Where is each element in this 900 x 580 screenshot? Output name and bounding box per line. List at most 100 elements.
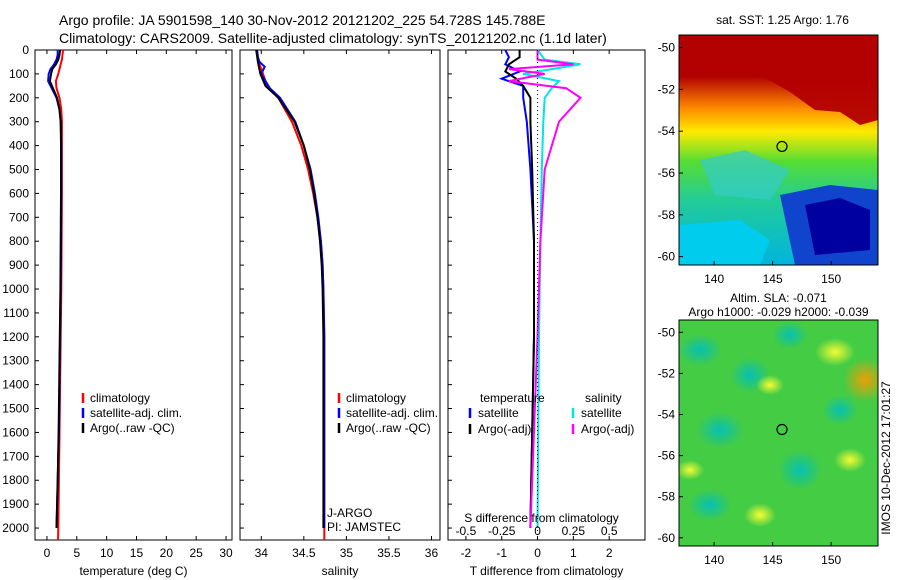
salinity-xtick-label: 34 xyxy=(255,546,269,560)
salinity-xlabel: salinity xyxy=(322,564,359,578)
salinity-series-line xyxy=(256,49,326,540)
salinity-xtick-label: 35 xyxy=(340,546,354,560)
sla_map-ytick-label: -54 xyxy=(658,408,676,422)
salinity-annotation: J-ARGO xyxy=(327,506,372,520)
differences-legend-title: salinity xyxy=(585,391,622,405)
sla_map-ytick-label: -60 xyxy=(658,531,676,545)
temperature-xtick-label: 5 xyxy=(73,546,80,560)
sla_map-ytick-label: -56 xyxy=(658,449,676,463)
sst_map-xtick-label: 145 xyxy=(763,272,783,286)
salinity-legend-label: Argo(..raw -QC) xyxy=(346,421,431,435)
temperature-ytick-label: 1800 xyxy=(2,473,29,487)
sla_map-xtick-label: 145 xyxy=(763,553,783,567)
differences-x2tick-label: 0 xyxy=(534,524,541,538)
temperature-ytick-label: 600 xyxy=(9,186,29,200)
temperature-ytick-label: 1500 xyxy=(2,402,29,416)
differences-xlabel-top: S difference from climatology xyxy=(464,511,619,525)
sla-map-field xyxy=(679,320,878,546)
temperature-ytick-label: 1200 xyxy=(2,330,29,344)
sla-map-title: Altim. SLA: -0.071 xyxy=(730,291,827,305)
differences-legend-label: satellite xyxy=(581,406,622,420)
sst-map-field xyxy=(679,35,878,265)
differences-xtick-label: 2 xyxy=(606,546,613,560)
differences-x2tick-label: -0.25 xyxy=(488,524,516,538)
sla_map-xtick-label: 150 xyxy=(821,553,841,567)
differences-xtick-label: 0 xyxy=(534,546,541,560)
differences-x2tick-label: 0.5 xyxy=(601,524,618,538)
sst-map-title: sat. SST: 1.25 Argo: 1.76 xyxy=(716,13,849,27)
temperature-ytick-label: 700 xyxy=(9,210,29,224)
sst_map-xtick-label: 140 xyxy=(704,272,724,286)
sla_map-frame xyxy=(678,319,879,547)
temperature-ytick-label: 0 xyxy=(22,43,29,57)
sla_map-argo-marker xyxy=(776,423,788,436)
temperature-ytick-label: 200 xyxy=(9,91,29,105)
differences-xtick-label: -1 xyxy=(496,546,507,560)
differences-legend-label: Argo(-adj) xyxy=(478,422,531,436)
sst_map-ytick-label: -52 xyxy=(658,82,676,96)
salinity-xtick-label: 34.5 xyxy=(292,546,316,560)
salinity-annotation: PI: JAMSTEC xyxy=(327,520,401,534)
salinity-legend-label: satellite-adj. clim. xyxy=(346,406,438,420)
sst_map-ytick-label: -60 xyxy=(658,250,676,264)
differences-series-line xyxy=(498,49,535,529)
sla_map-ytick-label: -50 xyxy=(658,325,676,339)
sla-map-subtitle: Argo h1000: -0.029 h2000: -0.039 xyxy=(688,305,868,319)
sla_map-ytick-label: -52 xyxy=(658,366,676,380)
sst_map-ytick-label: -50 xyxy=(658,41,676,55)
temperature-ytick-label: 100 xyxy=(9,67,29,81)
sst_map-frame xyxy=(678,34,879,266)
differences-legend-label: Argo(-adj) xyxy=(581,422,634,436)
temperature-xlabel: temperature (deg C) xyxy=(79,564,187,578)
temperature-xtick-label: 15 xyxy=(130,546,144,560)
salinity-axes-frame xyxy=(239,49,441,541)
differences-legend-title: temperature xyxy=(480,391,545,405)
salinity-legend-label: climatology xyxy=(346,391,406,405)
differences-xtick-label: 1 xyxy=(570,546,577,560)
temperature-xtick-label: 20 xyxy=(160,546,174,560)
salinity-xtick-label: 35.5 xyxy=(377,546,401,560)
differences-x2tick-label: -0.5 xyxy=(456,524,477,538)
temperature-ytick-label: 2000 xyxy=(2,521,29,535)
temperature-ytick-label: 1300 xyxy=(2,354,29,368)
figure-title-line1: Argo profile: JA 5901598_140 30-Nov-2012… xyxy=(59,12,546,28)
differences-series-line xyxy=(508,50,583,529)
temperature-xtick-label: 0 xyxy=(44,546,51,560)
differences-x2tick-label: 0.25 xyxy=(562,524,586,538)
sst_map-ytick-label: -58 xyxy=(658,208,676,222)
temperature-series-line xyxy=(48,49,62,529)
differences-xtick-label: -2 xyxy=(461,546,472,560)
temperature-legend-label: Argo(..raw -QC) xyxy=(90,421,175,435)
sst_map-ytick-label: -56 xyxy=(658,166,676,180)
temperature-xtick-label: 10 xyxy=(100,546,114,560)
salinity-xtick-label: 36 xyxy=(425,546,439,560)
temperature-ytick-label: 400 xyxy=(9,139,29,153)
temperature-ytick-label: 1700 xyxy=(2,449,29,463)
differences-axes-frame xyxy=(447,49,646,541)
timestamp-side-label: IMOS 10-Dec-2012 17:01:27 xyxy=(879,381,893,535)
sst_map-argo-marker xyxy=(776,140,788,153)
temperature-ytick-label: 1900 xyxy=(2,497,29,511)
temperature-ytick-label: 1100 xyxy=(3,306,29,320)
sst_map-ytick-label: -54 xyxy=(658,124,676,138)
sst_map-xtick-label: 150 xyxy=(821,272,841,286)
sla_map-xtick-label: 140 xyxy=(704,553,724,567)
differences-series-line xyxy=(504,50,535,529)
temperature-ytick-label: 1000 xyxy=(2,282,29,296)
differences-legend-label: satellite xyxy=(478,406,519,420)
temperature-xtick-label: 25 xyxy=(190,546,204,560)
temperature-legend-label: satellite-adj. clim. xyxy=(90,406,182,420)
temperature-ytick-label: 900 xyxy=(9,258,29,272)
temperature-legend-label: climatology xyxy=(90,391,150,405)
sla_map-ytick-label: -58 xyxy=(658,490,676,504)
temperature-ytick-label: 500 xyxy=(9,163,29,177)
differences-xlabel: T difference from climatology xyxy=(470,564,624,578)
figure-title-line2: Climatology: CARS2009. Satellite-adjuste… xyxy=(59,30,607,46)
temperature-ytick-label: 1400 xyxy=(2,378,29,392)
temperature-axes-frame xyxy=(34,49,233,541)
temperature-ytick-label: 300 xyxy=(9,115,29,129)
temperature-ytick-label: 800 xyxy=(9,234,29,248)
temperature-xtick-label: 30 xyxy=(219,546,233,560)
temperature-ytick-label: 1600 xyxy=(2,425,29,439)
